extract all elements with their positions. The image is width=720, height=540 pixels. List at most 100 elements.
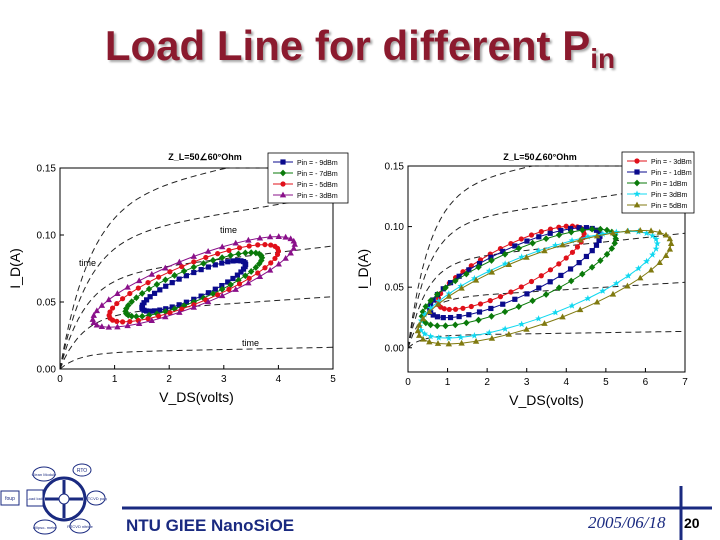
- data-point: [105, 323, 112, 330]
- data-point: [488, 254, 494, 260]
- data-point: [230, 258, 236, 264]
- data-point: [176, 302, 182, 308]
- iv-curve: [407, 330, 686, 349]
- data-point: [262, 241, 268, 248]
- time-annotation-3: time: [242, 338, 259, 348]
- data-point: [421, 330, 429, 337]
- data-point: [475, 316, 482, 324]
- data-point: [579, 270, 586, 278]
- data-point: [475, 263, 482, 271]
- data-point: [442, 284, 449, 292]
- data-point: [442, 322, 449, 330]
- data-point: [528, 232, 535, 238]
- data-point: [609, 290, 617, 297]
- data-point: [472, 337, 480, 344]
- data-point: [145, 279, 151, 286]
- data-point: [470, 331, 478, 339]
- page-number: 20: [684, 515, 700, 531]
- data-point: [568, 236, 576, 244]
- data-point: [414, 327, 422, 334]
- data-point: [569, 249, 576, 255]
- data-point: [151, 308, 158, 314]
- data-point: [275, 233, 282, 239]
- data-point: [255, 270, 261, 276]
- data-point: [291, 240, 298, 247]
- data-point: [238, 269, 244, 275]
- data-point: [435, 297, 443, 304]
- data-point: [415, 332, 423, 338]
- data-point: [624, 282, 631, 289]
- data-point: [597, 225, 604, 233]
- data-point: [529, 297, 536, 305]
- data-point: [589, 248, 595, 254]
- data-point: [457, 333, 465, 341]
- data-point: [593, 242, 600, 248]
- data-point: [190, 253, 197, 259]
- data-point: [452, 321, 459, 329]
- data-point: [145, 316, 151, 322]
- data-point: [176, 309, 183, 315]
- data-point: [603, 250, 611, 258]
- data-point: [477, 301, 484, 307]
- footer-date: 2005/06/18: [588, 513, 666, 532]
- data-point: [232, 239, 239, 246]
- data-point: [230, 275, 236, 282]
- data-point: [542, 235, 550, 243]
- legend-marker: [279, 191, 287, 198]
- chart-title-left: Z_L=50∠60°Ohm: [168, 152, 241, 162]
- data-point: [209, 290, 217, 298]
- data-point: [485, 329, 493, 336]
- data-point: [547, 230, 553, 236]
- data-point: [427, 304, 435, 312]
- data-point: [558, 227, 564, 234]
- data-point: [440, 315, 446, 321]
- data-point: [247, 268, 255, 275]
- data-point: [287, 235, 294, 242]
- data-point: [583, 225, 590, 231]
- data-point: [234, 258, 241, 264]
- data-point: [266, 233, 274, 240]
- data-point: [584, 233, 592, 240]
- data-point: [183, 273, 189, 279]
- x-tick-label: 1: [112, 374, 118, 385]
- data-point: [242, 249, 249, 257]
- x-tick-label: 1: [445, 377, 451, 388]
- data-point: [422, 303, 429, 310]
- data-point: [574, 244, 581, 250]
- data-point: [555, 284, 563, 292]
- data-point: [242, 272, 249, 280]
- data-point: [501, 250, 509, 258]
- data-point: [203, 254, 209, 261]
- data-point: [555, 231, 563, 239]
- data-point: [191, 269, 197, 276]
- data-point: [135, 277, 143, 284]
- data-point: [593, 227, 600, 233]
- x-tick-label: 2: [484, 377, 490, 388]
- data-point: [200, 260, 207, 267]
- data-point: [135, 285, 141, 291]
- legend-item: Pin = - 7dBm: [273, 169, 338, 178]
- y-tick-label: 0.00: [37, 365, 57, 376]
- legend-label: Pin = - 7dBm: [297, 171, 338, 178]
- data-point: [272, 243, 278, 249]
- data-point: [246, 243, 252, 249]
- data-point: [225, 279, 231, 285]
- data-point: [608, 245, 616, 252]
- data-point: [485, 267, 493, 274]
- data-point: [593, 298, 601, 305]
- data-point: [524, 291, 530, 297]
- data-point: [612, 228, 620, 236]
- data-point: [434, 314, 441, 320]
- data-point: [419, 335, 427, 342]
- data-point: [434, 322, 441, 330]
- data-point: [637, 227, 644, 233]
- data-point: [452, 306, 459, 312]
- data-point: [153, 310, 161, 318]
- data-point: [541, 247, 548, 254]
- data-point: [105, 296, 112, 303]
- data-point: [535, 247, 543, 254]
- data-point: [458, 339, 465, 346]
- legend-marker: [634, 169, 640, 175]
- data-point: [98, 302, 106, 308]
- legend-marker: [280, 181, 286, 187]
